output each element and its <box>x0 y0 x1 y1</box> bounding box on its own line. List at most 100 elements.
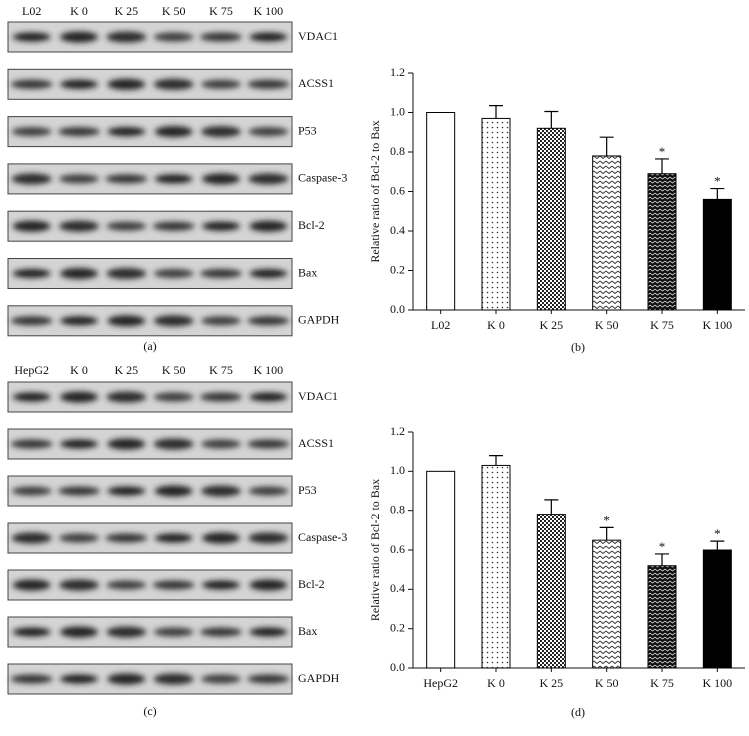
x-tick-label: K 50 <box>595 318 619 332</box>
blot-band <box>10 316 53 326</box>
y-tick-label: 0.2 <box>390 620 405 634</box>
y-tick-label: 0.6 <box>390 542 405 556</box>
y-tick-label: 0.0 <box>390 660 405 674</box>
blot-band <box>202 532 240 544</box>
blot-band <box>60 439 98 449</box>
blot-band <box>201 316 241 326</box>
blot-band <box>248 173 289 185</box>
y-tick-label: 1.2 <box>390 65 405 79</box>
blot-band <box>58 486 100 496</box>
blot-band <box>249 392 288 402</box>
blot-band <box>106 391 147 403</box>
blot-band <box>200 32 242 42</box>
blot-row-label: VDAC1 <box>298 29 338 43</box>
blot-band <box>107 486 146 496</box>
bar <box>426 470 456 669</box>
blot-band <box>59 174 99 184</box>
lane-label: K 0 <box>70 4 88 18</box>
error-bar <box>489 104 503 119</box>
y-tick-label: 1.0 <box>390 463 405 477</box>
error-bar <box>489 455 503 466</box>
blot-row-label: P53 <box>298 483 317 497</box>
blot-band <box>247 316 290 326</box>
x-tick-label: K 25 <box>539 318 563 332</box>
blot-band <box>200 392 242 402</box>
significance-marker: * <box>714 174 721 189</box>
y-tick-label: 1.2 <box>390 424 405 438</box>
blot-band <box>202 221 240 231</box>
blot-band <box>249 627 288 637</box>
x-tick-label: K 0 <box>487 318 505 332</box>
blot-band <box>248 127 289 137</box>
y-tick-label: 1.0 <box>390 104 405 118</box>
lane-label: K 25 <box>114 4 138 18</box>
blot-band <box>105 533 148 543</box>
blot-band <box>60 268 98 279</box>
y-tick-label: 0.4 <box>390 223 405 237</box>
blot-band <box>202 580 240 590</box>
blot-band <box>58 127 100 137</box>
blot-band <box>106 31 147 43</box>
bar <box>647 565 677 669</box>
blot-band <box>12 269 51 278</box>
blot-band <box>152 221 195 231</box>
blot-strip <box>7 68 293 100</box>
blot-strip <box>7 163 293 195</box>
blot-strip <box>7 663 293 695</box>
blot-band <box>59 533 99 543</box>
blot-band <box>59 220 99 232</box>
blot-band <box>154 126 193 138</box>
y-tick-label: 0.8 <box>390 502 405 516</box>
blot-band <box>201 674 241 684</box>
blot-band <box>200 269 242 278</box>
lane-label: K 0 <box>70 363 88 377</box>
x-tick-label: K 0 <box>487 676 505 690</box>
blot-band <box>154 485 193 497</box>
blot-band <box>60 391 98 403</box>
blot-band <box>12 220 51 232</box>
y-tick-label: 0.2 <box>390 262 405 276</box>
error-bar <box>655 553 669 566</box>
blot-band <box>247 79 290 89</box>
bar <box>647 173 677 311</box>
blot-band <box>153 438 194 450</box>
blot-band <box>153 673 194 685</box>
lane-label: K 50 <box>162 4 186 18</box>
blot-band <box>202 173 240 185</box>
x-tick-label: HepG2 <box>423 676 458 690</box>
blot-row-label: Bax <box>298 624 317 638</box>
blot-band <box>10 439 53 449</box>
blot-strip <box>7 305 293 337</box>
blot-band <box>106 626 147 638</box>
error-bar <box>599 136 614 156</box>
blot-band <box>10 79 53 89</box>
error-bar <box>710 540 725 550</box>
bar <box>592 155 622 311</box>
blot-row-label: Bcl-2 <box>298 577 325 591</box>
blot-band <box>249 579 288 591</box>
significance-marker: * <box>659 539 666 554</box>
blot-strip <box>7 475 293 507</box>
lane-label: K 25 <box>114 363 138 377</box>
blot-band <box>107 315 146 327</box>
blot-band <box>201 79 241 89</box>
blot-band <box>153 627 194 637</box>
blot-strip <box>7 21 293 53</box>
blot-band <box>106 268 147 279</box>
blot-row-label: ACSS1 <box>298 76 334 90</box>
y-axis-label: Relative ratio of Bcl-2 to Bax <box>368 479 382 621</box>
blot-band <box>107 127 146 137</box>
lane-label: K 100 <box>253 4 283 18</box>
blot-band <box>248 532 289 544</box>
blot-band <box>105 174 148 184</box>
panel-caption: (d) <box>571 705 585 719</box>
y-tick-label: 0.4 <box>390 581 405 595</box>
bar <box>702 549 732 669</box>
blot-band <box>201 126 241 138</box>
blot-band <box>12 579 51 591</box>
blot-row-label: GAPDH <box>298 313 340 327</box>
lane-label: K 75 <box>209 363 233 377</box>
blot-strip <box>7 116 293 148</box>
bar <box>702 198 732 311</box>
blot-band <box>154 533 193 543</box>
